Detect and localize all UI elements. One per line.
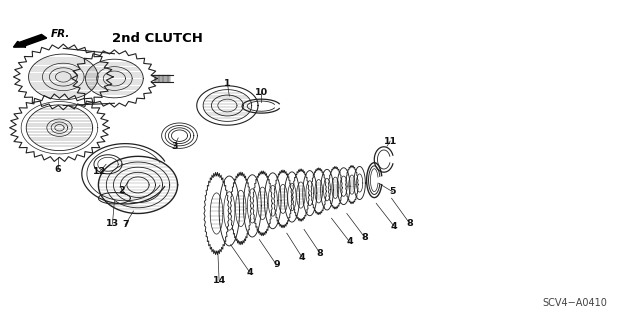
Text: 2: 2: [118, 186, 125, 195]
Text: 12: 12: [93, 167, 106, 176]
Text: 6: 6: [55, 165, 61, 174]
Text: 14: 14: [212, 276, 226, 285]
Text: 10: 10: [255, 88, 268, 97]
Text: 13: 13: [106, 219, 119, 228]
Text: 4: 4: [346, 237, 353, 246]
Text: 4: 4: [391, 222, 397, 231]
Text: 5: 5: [390, 187, 396, 197]
Text: 2nd CLUTCH: 2nd CLUTCH: [113, 32, 204, 45]
FancyArrow shape: [13, 34, 47, 47]
Text: 9: 9: [273, 260, 280, 270]
Text: 8: 8: [362, 233, 368, 242]
Text: 8: 8: [406, 219, 413, 227]
Text: FR.: FR.: [51, 29, 70, 39]
Text: 7: 7: [122, 220, 129, 229]
Text: 4: 4: [299, 253, 305, 262]
Text: 1: 1: [224, 79, 230, 88]
Text: 4: 4: [246, 268, 253, 277]
Text: SCV4−A0410: SCV4−A0410: [543, 298, 607, 308]
Text: 8: 8: [317, 249, 323, 258]
Text: 3: 3: [171, 142, 178, 151]
Text: 11: 11: [383, 137, 397, 145]
